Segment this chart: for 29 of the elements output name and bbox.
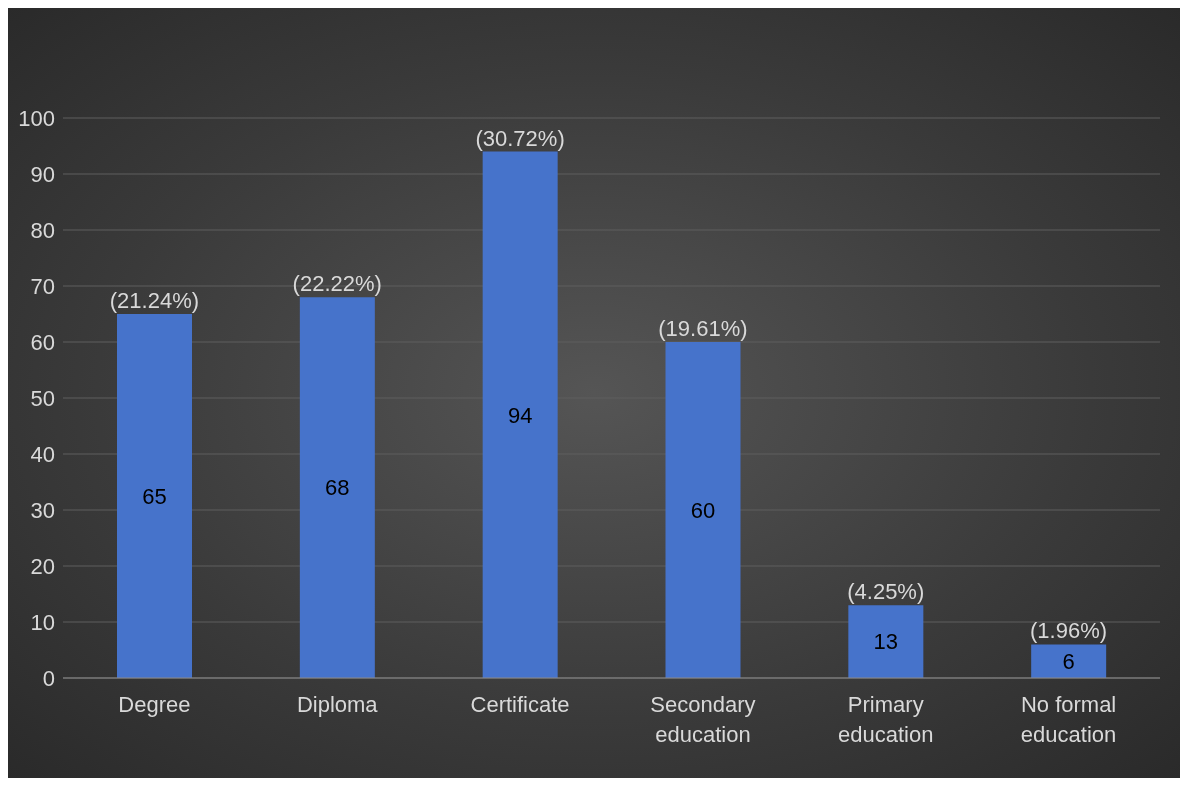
y-tick-label: 90	[30, 161, 55, 187]
data-label: 60	[690, 497, 716, 523]
annotation: (30.72%)	[475, 125, 565, 151]
annotation: (22.22%)	[292, 271, 382, 297]
annotation: (21.24%)	[109, 288, 200, 313]
x-tick-label: No formal education	[1020, 692, 1117, 747]
data-label: 68	[325, 475, 350, 501]
y-tick-label: 20	[30, 553, 55, 579]
y-tick-label: 10	[30, 609, 55, 635]
data-label: 13	[873, 629, 899, 655]
x-tick-label: Primary education	[838, 692, 934, 747]
y-tick-label: 70	[30, 273, 55, 299]
y-tick-label: 80	[30, 217, 55, 243]
x-tick-label: Secondary education	[650, 692, 756, 747]
annotation: (19.61%)	[658, 316, 748, 341]
y-tick-label: 0	[42, 665, 55, 691]
y-tick-label: 30	[30, 497, 55, 523]
x-tick-label: Degree	[118, 692, 191, 717]
data-label: 6	[1062, 649, 1075, 675]
x-tick-label: Diploma	[296, 692, 379, 717]
annotation: (4.25%)	[847, 579, 925, 605]
y-tick-label: 100	[18, 105, 55, 131]
data-label: 94	[507, 402, 533, 428]
x-tick-label: Certificate	[470, 692, 570, 717]
y-tick-label: 60	[30, 329, 55, 355]
y-tick-label: 50	[30, 385, 55, 411]
data-label: 65	[142, 483, 167, 509]
annotation: (1.96%)	[1030, 618, 1108, 644]
y-tick-label: 40	[30, 441, 55, 467]
